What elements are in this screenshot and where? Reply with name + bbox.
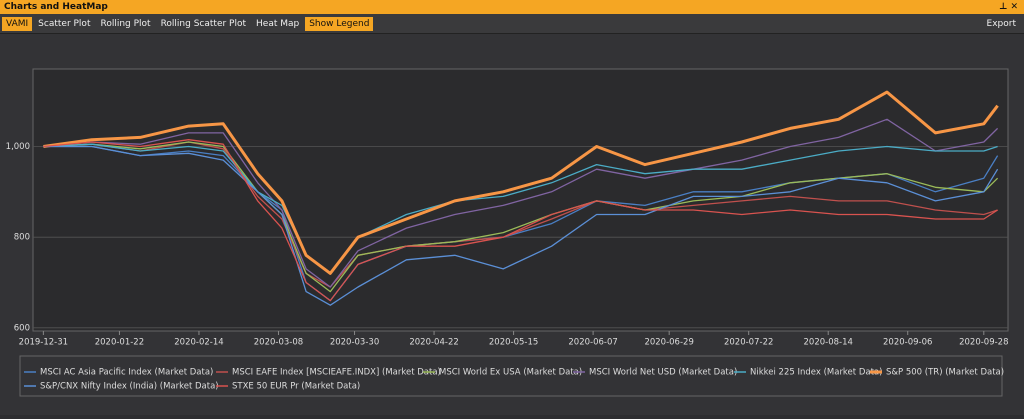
x-tick-label: 2020-07-22 <box>724 338 773 348</box>
x-tick-label: 2020-03-08 <box>254 338 303 348</box>
export-button[interactable]: Export <box>986 19 1016 29</box>
series-line <box>43 139 998 302</box>
series-line <box>43 145 999 306</box>
x-tick-label: 2020-04-22 <box>409 338 458 348</box>
heat-map-button[interactable]: Heat Map <box>256 18 300 29</box>
x-tick-label: 2020-06-07 <box>568 338 617 348</box>
x-tick-label: 2020-03-30 <box>330 338 379 348</box>
y-tick-label: 800 <box>14 233 30 243</box>
window-controls[interactable]: ⊥ ✕ <box>999 2 1018 12</box>
legend-label: MSCI World Net USD (Market Data) <box>589 368 737 378</box>
legend-label: MSCI EAFE Index [MSCIEAFE.INDX] (Market … <box>232 368 441 378</box>
title-bar: Charts and HeatMap ⊥ ✕ <box>0 0 1024 14</box>
y-tick-label: 1,000 <box>6 142 30 152</box>
legend-label: MSCI World Ex USA (Market Data) <box>439 368 582 378</box>
rolling-button[interactable]: Rolling Plot <box>100 18 151 29</box>
series-line <box>43 141 998 288</box>
vami-button[interactable]: VAMI <box>2 16 33 31</box>
x-tick-label: 2020-06-29 <box>644 338 693 348</box>
legend-label: Nikkei 225 Index (Market Data) <box>750 368 882 378</box>
series-line <box>43 143 998 275</box>
window-title: Charts and HeatMap <box>4 2 108 12</box>
x-tick-label: 2019-12-31 <box>19 338 68 348</box>
legend-label: MSCI AC Asia Pacific Index (Market Data) <box>40 368 213 378</box>
legend-label: STXE 50 EUR Pr (Market Data) <box>232 382 360 392</box>
series-line <box>43 90 999 275</box>
x-tick-label: 2020-08-14 <box>804 338 853 348</box>
x-tick-label: 2020-02-14 <box>174 338 223 348</box>
rolling-scatter-button[interactable]: Rolling Scatter Plot <box>160 18 247 29</box>
y-tick-label: 600 <box>14 323 30 333</box>
legend-button[interactable]: Show Legend <box>305 16 374 31</box>
series-line <box>43 141 999 293</box>
legend-box <box>19 355 1003 397</box>
x-tick-label: 2020-01-22 <box>95 338 144 348</box>
chart: 600 800 1,000 2019-12-31 2020-01-22 2020-02-1… <box>0 34 1024 415</box>
x-tick-label: 2020-09-28 <box>959 338 1008 348</box>
legend-label: S&P 500 (TR) (Market Data) <box>886 368 1004 378</box>
legend-label: S&P/CNX Nifty Index (India) (Market Data… <box>40 382 219 392</box>
x-tick-label: 2020-09-06 <box>883 338 932 348</box>
x-tick-label: 2020-05-15 <box>489 338 538 348</box>
series-line <box>43 118 999 288</box>
scatter-button[interactable]: Scatter Plot <box>38 18 91 29</box>
toolbar: VAMI Scatter Plot Rolling Plot Rolling S… <box>0 14 1024 34</box>
